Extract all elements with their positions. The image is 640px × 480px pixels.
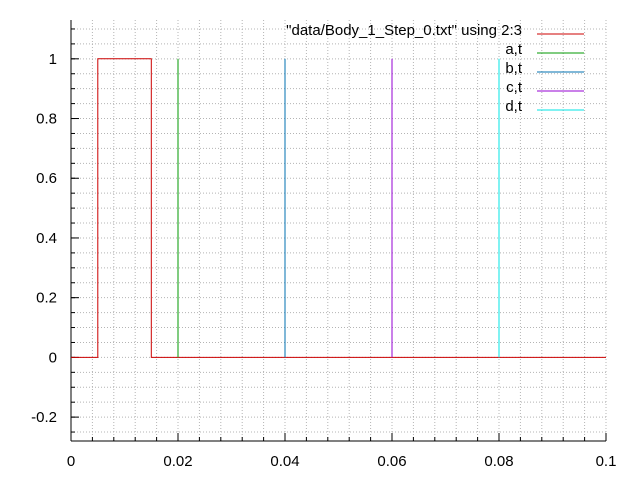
y-tick-label: 0.8	[36, 111, 57, 128]
legend-label-0: "data/Body_1_Step_0.txt" using 2:3	[286, 22, 522, 39]
y-tick-label: 0	[49, 349, 57, 366]
legend-label-1: a,t	[505, 41, 523, 58]
y-tick-label: 0.6	[36, 170, 57, 187]
x-tick-label: 0.02	[163, 453, 192, 470]
x-tick-label: 0	[67, 453, 75, 470]
x-tick-label: 0.08	[484, 453, 513, 470]
y-tick-label: 0.2	[36, 290, 57, 307]
x-tick-label: 0.04	[270, 453, 299, 470]
legend-label-3: c,t	[506, 79, 523, 96]
series-line-0	[71, 58, 606, 358]
y-tick-label: -0.2	[31, 409, 57, 426]
legend-label-2: b,t	[505, 60, 523, 77]
x-tick-label: 0.06	[377, 453, 406, 470]
legend: "data/Body_1_Step_0.txt" using 2:3 a,t b,t…	[286, 22, 584, 115]
axes: 0 0.02 0.04 0.06 0.08 0.1 -0.2 0 0.2 0.4 0.6 0.8 1	[31, 20, 616, 470]
series-group	[71, 58, 606, 358]
x-tick-label: 0.1	[596, 453, 617, 470]
legend-label-4: d,t	[505, 98, 523, 115]
y-tick-label: 0.4	[36, 230, 57, 247]
y-tick-label: 1	[49, 51, 57, 68]
